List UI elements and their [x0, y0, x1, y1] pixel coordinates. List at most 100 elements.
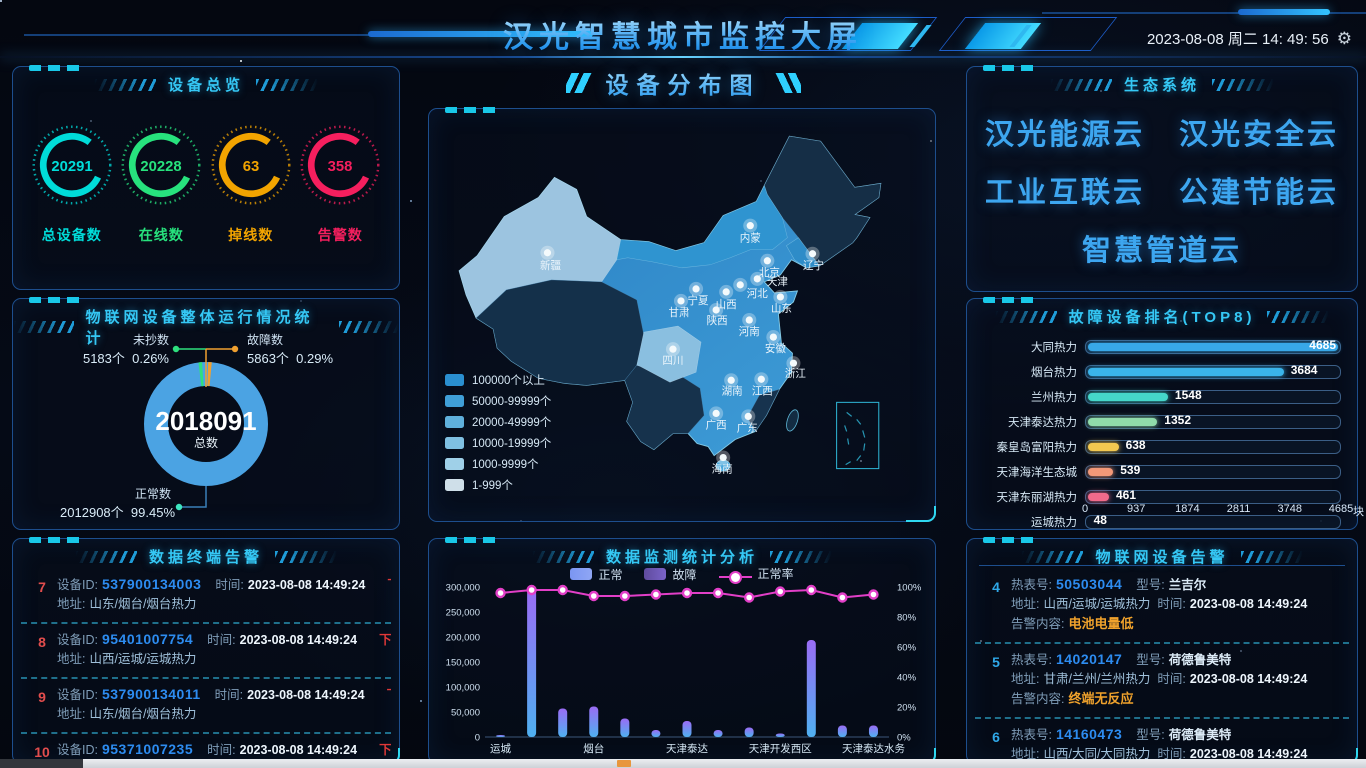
map-marker-内蒙[interactable]: 内蒙 — [740, 218, 761, 245]
ranking-value: 4685 — [1309, 338, 1336, 352]
rate-marker — [712, 587, 724, 599]
legend-fault: 故障 — [644, 566, 697, 583]
panel-title: 物联网设备整体运行情况统计 — [13, 306, 400, 348]
ranking-value: 1352 — [1164, 413, 1191, 427]
panel-title: 故障设备排名(TOP8) — [967, 306, 1357, 327]
left-axis-tick: 200,000 — [446, 633, 480, 644]
alarm-time: 2023-08-08 14:49:24 — [239, 633, 358, 647]
gauge-label: 总设备数 — [41, 227, 102, 243]
panel-fault-ranking: 故障设备排名(TOP8) 大同热力 4685 烟台热力 3684 兰州热力 1548 天津泰… — [966, 297, 1364, 530]
gauge-ring: 20291 — [32, 125, 112, 205]
svg-text:2018091: 2018091 — [155, 406, 256, 436]
bar-4 — [620, 718, 630, 737]
map-marker-山西[interactable]: 山西 — [716, 284, 737, 311]
map-marker-北京[interactable]: 北京 — [759, 253, 780, 279]
map-marker-安徽[interactable]: 安徽 — [765, 330, 787, 355]
ranking-row: 天津东丽湖热力 461 — [981, 485, 1341, 509]
panel-device-overview: 设备总览 20291 总设备数 20228 在线数 63 掉线数 358 告警数 — [12, 65, 400, 290]
svg-text:内蒙: 内蒙 — [740, 232, 761, 245]
panel-title: 生态系统 — [967, 74, 1357, 95]
donut-svg: 2018091 总数 — [144, 345, 268, 511]
svg-text:广东: 广东 — [737, 421, 758, 434]
svg-text:甘肃: 甘肃 — [668, 306, 689, 319]
right-axis-tick: 40% — [897, 673, 917, 684]
monitor-chart-title: 数据监测统计分析 — [605, 549, 758, 566]
map-marker-甘肃[interactable]: 甘肃 — [668, 293, 690, 319]
svg-text:浙江: 浙江 — [785, 368, 807, 380]
ranking-track: 4685 — [1085, 338, 1341, 354]
map-marker-辽宁[interactable]: 辽宁 — [803, 246, 824, 272]
chevrons-left-icon — [531, 550, 594, 563]
map-marker-湖南[interactable]: 湖南 — [722, 373, 743, 397]
row-index: 9 — [38, 689, 46, 705]
region-sichuan — [636, 325, 702, 383]
map-marker-海南[interactable]: 海南 — [712, 450, 733, 476]
ranking-row: 大同热力 4685 — [981, 335, 1341, 359]
ranking-value: 48 — [1093, 513, 1107, 527]
svg-text:河北: 河北 — [747, 288, 769, 300]
legend-item: 1-999个 — [445, 474, 551, 495]
svg-text:广西: 广西 — [706, 419, 727, 431]
x-axis-label: 天津泰达 — [666, 742, 708, 755]
status-offline: 下线 — [387, 688, 391, 702]
eco-link-pipeline-cloud[interactable]: 智慧管道云 — [1081, 235, 1242, 267]
x-axis-label: 天津开发西区 — [749, 742, 812, 755]
legend-rate: 正常率 — [718, 565, 794, 584]
bar-11 — [837, 725, 847, 737]
map-marker-浙江[interactable]: 浙江 — [785, 356, 807, 380]
right-axis-tick: 100% — [897, 583, 922, 594]
datetime-text: 2023-08-08 周二 14: 49: 56 — [1146, 31, 1329, 48]
row-index: 8 — [38, 634, 46, 650]
legend-swatch — [445, 478, 464, 491]
map-marker-广西[interactable]: 广西 — [706, 406, 727, 431]
svg-text:海南: 海南 — [712, 463, 733, 476]
chevrons-right-icon — [256, 78, 318, 91]
map-marker-河北[interactable]: 河北 — [733, 277, 769, 300]
map-marker-江西[interactable]: 江西 — [752, 372, 773, 397]
map-marker-山东[interactable]: 山东 — [771, 289, 792, 315]
map-marker-广东[interactable]: 广东 — [737, 409, 758, 434]
map-marker-陕西[interactable]: 陕西 — [707, 302, 728, 327]
map-marker-新疆[interactable]: 新疆 — [540, 245, 562, 272]
donut-chart: 2018091 总数 未抄数 5183个 0.26% 故障数 5863个 0.2… — [19, 327, 393, 527]
taskbar-strip — [0, 759, 1366, 768]
chevrons-left-icon — [13, 321, 74, 333]
eco-link-energy-cloud[interactable]: 汉光能源云 — [984, 119, 1145, 151]
stat-gauge: 20291 总设备数 — [29, 119, 115, 245]
ranking-value: 3684 — [1290, 363, 1318, 377]
status-offline: 下线 — [379, 633, 391, 647]
map-marker-河南[interactable]: 河南 — [739, 312, 760, 338]
map-marker-四川[interactable]: 四川 — [662, 342, 683, 367]
ranking-track: 638 — [1085, 438, 1341, 454]
ranking-label: 兰州热力 — [1031, 392, 1077, 404]
eco-link-security-cloud[interactable]: 汉光安全云 — [1179, 119, 1340, 151]
row-index: 7 — [38, 579, 46, 595]
alarm-time: 2023-08-08 14:49:24 — [1189, 747, 1308, 759]
svg-text:陕西: 陕西 — [707, 314, 728, 327]
settings-gear-icon[interactable]: ⚙ — [1336, 29, 1352, 48]
chevrons-left-icon — [994, 310, 1057, 323]
iot-alarm-list: 4 热表号: 50503044 型号: 兰吉尔 地址: 山西/运城/运城热力 时间: 20… — [975, 569, 1349, 759]
bar-10 — [806, 640, 816, 737]
eco-link-building-cloud[interactable]: 公建节能云 — [1179, 177, 1340, 209]
map-marker-天津[interactable]: 天津 — [750, 271, 788, 288]
terminal-alarm-row: 9 设备ID: 537900134011 时间: 2023-08-08 14:49:2… — [21, 679, 391, 734]
ranking-bars: 大同热力 4685 烟台热力 3684 兰州热力 1548 天津泰达热力 1352 秦皇岛富阳热… — [981, 335, 1341, 535]
status-offline: 下线 — [387, 578, 391, 592]
map-marker-宁夏[interactable]: 宁夏 — [688, 281, 710, 307]
panel-title: 物联网设备告警 — [967, 546, 1357, 567]
panel-title: 数据监测统计分析 — [429, 546, 935, 567]
region-yunnan-guizhou — [624, 364, 705, 450]
ranking-label: 天津东丽湖热力 — [996, 492, 1078, 504]
ranking-label: 大同热力 — [1031, 342, 1077, 354]
svg-text:山西: 山西 — [716, 299, 737, 311]
ranking-fill — [1088, 343, 1338, 351]
svg-text:总数: 总数 — [194, 435, 218, 450]
bar-3 — [589, 706, 599, 737]
rate-marker — [681, 587, 693, 599]
device-id: 537900134003 — [101, 576, 202, 592]
island-taiwan — [786, 409, 799, 432]
eco-link-industry-cloud[interactable]: 工业互联云 — [984, 177, 1145, 209]
